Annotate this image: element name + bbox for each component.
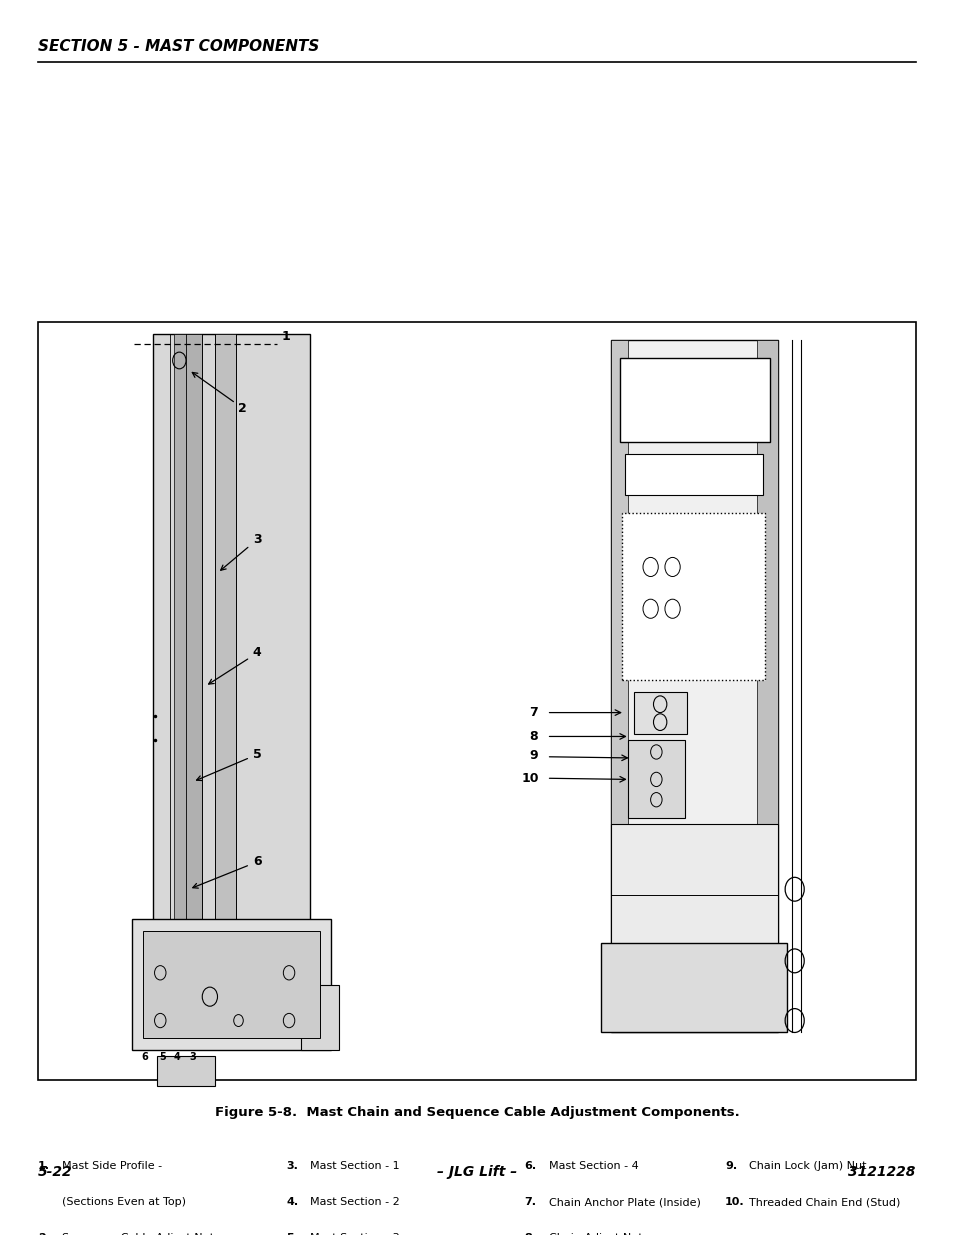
Bar bbox=[624, 453, 762, 495]
Text: 6: 6 bbox=[141, 1052, 149, 1062]
Text: Chain Anchor Plate (Inside): Chain Anchor Plate (Inside) bbox=[548, 1197, 700, 1207]
Bar bbox=[619, 358, 769, 442]
Text: 4: 4 bbox=[173, 1052, 181, 1062]
Text: Figure 5-8.  Mast Chain and Sequence Cable Adjustment Components.: Figure 5-8. Mast Chain and Sequence Cabl… bbox=[214, 1107, 739, 1119]
Bar bbox=[621, 514, 764, 680]
Text: Mast Section - 2: Mast Section - 2 bbox=[310, 1197, 399, 1207]
Text: 5-22: 5-22 bbox=[38, 1165, 72, 1179]
Bar bbox=[610, 340, 777, 1032]
Text: 6.: 6. bbox=[524, 1161, 537, 1171]
Text: 1.: 1. bbox=[38, 1161, 51, 1171]
Text: Sequence Cable Adjust Nut: Sequence Cable Adjust Nut bbox=[62, 1233, 213, 1235]
Text: 1: 1 bbox=[281, 330, 290, 343]
Text: 9: 9 bbox=[529, 750, 537, 762]
Bar bbox=[756, 340, 777, 1032]
Text: Chain Lock (Jam) Nut: Chain Lock (Jam) Nut bbox=[748, 1161, 865, 1171]
Bar bbox=[173, 335, 202, 1020]
Bar bbox=[157, 1056, 214, 1087]
Text: Mast Section - 4: Mast Section - 4 bbox=[548, 1161, 638, 1171]
Text: SECTION 5 - MAST COMPONENTS: SECTION 5 - MAST COMPONENTS bbox=[38, 38, 319, 53]
Bar bbox=[132, 919, 331, 1051]
Text: Mast Section - 3: Mast Section - 3 bbox=[310, 1233, 399, 1235]
Bar bbox=[143, 931, 319, 1039]
Text: 3.: 3. bbox=[286, 1161, 297, 1171]
Text: 8: 8 bbox=[529, 730, 537, 743]
Text: – JLG Lift –: – JLG Lift – bbox=[436, 1165, 517, 1179]
Bar bbox=[627, 740, 684, 818]
Text: 10: 10 bbox=[521, 772, 538, 784]
Bar bbox=[634, 693, 686, 734]
Bar bbox=[38, 322, 915, 1081]
Text: 9.: 9. bbox=[724, 1161, 737, 1171]
Bar bbox=[600, 944, 786, 1032]
Text: 5: 5 bbox=[196, 748, 261, 781]
Text: 7: 7 bbox=[529, 706, 537, 719]
Bar bbox=[214, 335, 235, 1020]
Text: Mast Section - 1: Mast Section - 1 bbox=[310, 1161, 399, 1171]
Text: 8.: 8. bbox=[524, 1233, 537, 1235]
Text: (Sections Even at Top): (Sections Even at Top) bbox=[62, 1197, 186, 1207]
Text: Threaded Chain End (Stud): Threaded Chain End (Stud) bbox=[748, 1197, 900, 1207]
Text: Chain Adjust Nut: Chain Adjust Nut bbox=[548, 1233, 641, 1235]
Text: 2: 2 bbox=[193, 373, 247, 415]
Text: 7.: 7. bbox=[524, 1197, 537, 1207]
Text: 6: 6 bbox=[193, 856, 261, 888]
Bar bbox=[610, 824, 777, 961]
Bar bbox=[610, 340, 627, 1032]
Text: 10.: 10. bbox=[724, 1197, 744, 1207]
Bar bbox=[152, 335, 310, 1020]
Bar bbox=[300, 984, 338, 1051]
Text: 3: 3 bbox=[220, 534, 261, 571]
Text: 5.: 5. bbox=[286, 1233, 297, 1235]
Text: 4: 4 bbox=[209, 646, 261, 684]
Text: 4.: 4. bbox=[286, 1197, 298, 1207]
Text: Mast Side Profile -: Mast Side Profile - bbox=[62, 1161, 162, 1171]
Text: 3121228: 3121228 bbox=[847, 1165, 915, 1179]
Text: 5: 5 bbox=[158, 1052, 166, 1062]
Text: 2.: 2. bbox=[38, 1233, 51, 1235]
Text: 3: 3 bbox=[189, 1052, 196, 1062]
